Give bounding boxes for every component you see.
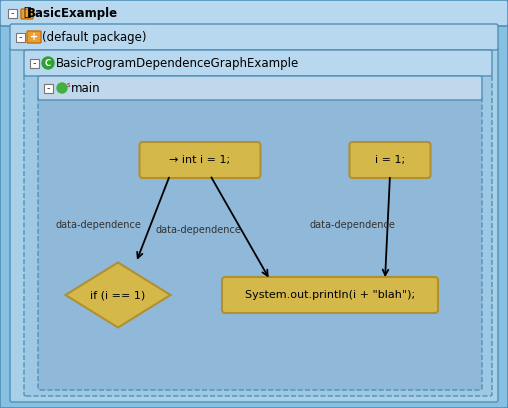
FancyBboxPatch shape (0, 22, 508, 408)
Text: (default package): (default package) (42, 31, 146, 44)
FancyBboxPatch shape (24, 50, 492, 76)
Text: BasicExample: BasicExample (26, 7, 118, 20)
Text: System.out.println(i + "blah");: System.out.println(i + "blah"); (245, 290, 415, 300)
Text: main: main (71, 82, 101, 95)
FancyBboxPatch shape (10, 24, 498, 50)
FancyBboxPatch shape (24, 72, 492, 396)
Text: s: s (66, 82, 70, 88)
Text: C: C (45, 58, 51, 67)
FancyBboxPatch shape (38, 76, 482, 100)
Text: -: - (10, 8, 14, 18)
FancyBboxPatch shape (21, 9, 33, 19)
FancyBboxPatch shape (10, 46, 498, 402)
Circle shape (42, 57, 54, 69)
FancyBboxPatch shape (29, 58, 39, 67)
FancyBboxPatch shape (140, 142, 261, 178)
FancyBboxPatch shape (27, 31, 41, 43)
FancyBboxPatch shape (44, 84, 52, 93)
Text: -: - (18, 32, 22, 42)
FancyBboxPatch shape (222, 277, 438, 313)
Text: -: - (46, 83, 50, 93)
FancyBboxPatch shape (8, 9, 16, 18)
FancyBboxPatch shape (350, 142, 430, 178)
FancyBboxPatch shape (0, 0, 508, 26)
Polygon shape (66, 262, 171, 328)
Text: data-dependence: data-dependence (55, 220, 141, 230)
Text: if (i == 1): if (i == 1) (90, 290, 146, 300)
Text: → int i = 1;: → int i = 1; (170, 155, 231, 165)
FancyBboxPatch shape (38, 96, 482, 390)
Circle shape (57, 83, 67, 93)
Text: -: - (32, 58, 36, 68)
Text: data-dependence: data-dependence (310, 220, 396, 230)
Text: +: + (30, 32, 38, 42)
Text: i = 1;: i = 1; (375, 155, 405, 165)
Text: 🗁: 🗁 (23, 7, 31, 20)
Text: data-dependence: data-dependence (155, 225, 241, 235)
Text: BasicProgramDependenceGraphExample: BasicProgramDependenceGraphExample (56, 56, 299, 69)
FancyBboxPatch shape (16, 33, 24, 42)
